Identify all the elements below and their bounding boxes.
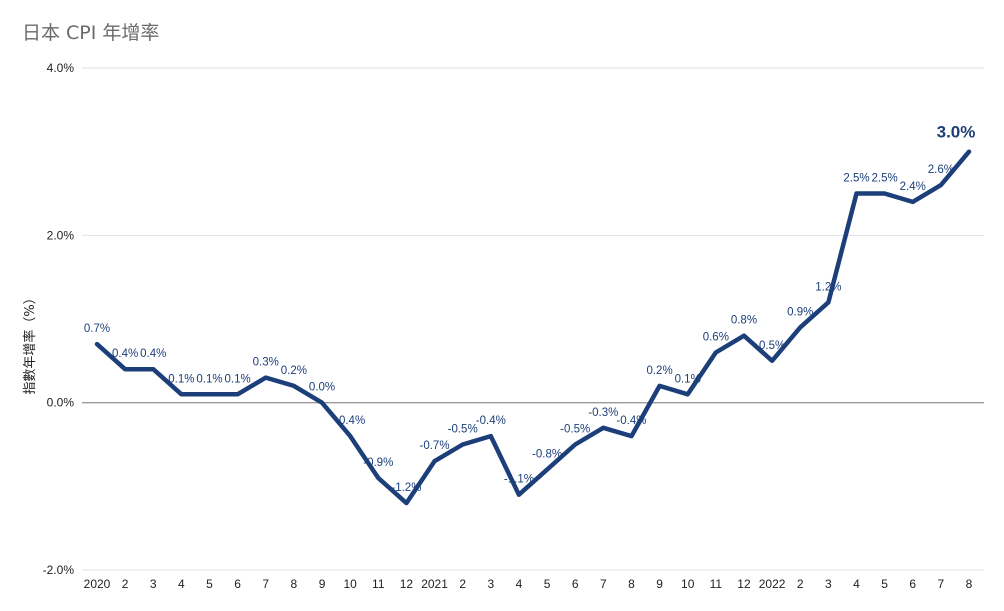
- x-tick-label: 2020: [84, 577, 111, 591]
- x-tick-label: 11: [372, 577, 385, 591]
- x-tick-label: 2: [797, 577, 804, 591]
- data-label: 0.1%: [168, 373, 194, 385]
- data-label: 0.1%: [196, 373, 222, 385]
- x-tick-label: 2022: [759, 577, 786, 591]
- x-tick-label: 11: [710, 577, 723, 591]
- data-label: 0.7%: [84, 323, 110, 335]
- y-tick-label: 0.0%: [47, 396, 75, 410]
- data-label: 0.6%: [703, 331, 729, 343]
- data-labels: 0.7%0.4% 0.4%0.1% 0.1% 0.1%0.3%0.2%0.0%-0.4…: [84, 123, 976, 494]
- x-tick-label: 6: [909, 577, 916, 591]
- data-label: -0.4%: [476, 415, 506, 427]
- x-tick-label: 2: [459, 577, 466, 591]
- x-tick-label: 3: [487, 577, 494, 591]
- chart-title: 日本 CPI 年增率: [22, 22, 160, 44]
- x-tick-label: 5: [881, 577, 888, 591]
- x-tick-label: 3: [825, 577, 832, 591]
- x-tick-label: 3: [150, 577, 157, 591]
- y-axis-label: 指數年增率（%）: [22, 291, 38, 394]
- data-label: -0.4%: [335, 415, 365, 427]
- x-tick-label: 2021: [421, 577, 448, 591]
- data-label: -0.7%: [420, 440, 450, 452]
- x-tick-label: 4: [853, 577, 860, 591]
- data-label: 2.6%: [928, 164, 954, 176]
- x-tick-label: 8: [628, 577, 635, 591]
- data-label: -0.5%: [448, 424, 478, 436]
- data-label: 0.9%: [787, 306, 813, 318]
- x-tick-label: 5: [206, 577, 213, 591]
- data-label: -1.1%: [504, 474, 534, 486]
- data-label: -0.3%: [588, 407, 618, 419]
- data-label: 0.2%: [281, 365, 307, 377]
- x-tick-label: 10: [343, 577, 357, 591]
- x-tick-label: 7: [938, 577, 945, 591]
- x-tick-label: 12: [400, 577, 414, 591]
- x-tick-label: 4: [178, 577, 185, 591]
- data-label: -0.8%: [532, 449, 562, 461]
- data-label: -0.9%: [363, 457, 393, 469]
- data-label: 2.4%: [900, 181, 926, 193]
- data-label: -0.4%: [616, 415, 646, 427]
- data-label: 0.4%: [112, 348, 138, 360]
- data-label: -0.5%: [560, 424, 590, 436]
- data-label: 0.2%: [646, 365, 672, 377]
- x-tick-label: 2: [122, 577, 129, 591]
- x-tick-label: 8: [966, 577, 973, 591]
- gridlines: [82, 67, 984, 571]
- y-tick-label: -2.0%: [43, 563, 75, 577]
- x-tick-label: 7: [600, 577, 607, 591]
- data-label: 2.5%: [843, 173, 869, 185]
- data-label: -1.2%: [391, 482, 421, 494]
- y-tick-label: 4.0%: [47, 61, 75, 75]
- data-label: 0.5%: [759, 340, 785, 352]
- data-label: 0.4%: [140, 348, 166, 360]
- cpi-series-line: [94, 149, 972, 506]
- data-label: 0.1%: [225, 373, 251, 385]
- x-tick-label: 9: [319, 577, 326, 591]
- x-axis-ticks: 2020 2 3 4 5 6 7 8 9 10 11 12 2021 2 3 4 5 6 7 8 9 10 11 12 2022…: [84, 577, 973, 591]
- x-tick-label: 12: [737, 577, 751, 591]
- data-label: 1.2%: [815, 281, 841, 293]
- data-label: 2.5%: [872, 173, 898, 185]
- data-label: 0.3%: [253, 357, 279, 369]
- data-label: 0.0%: [309, 382, 335, 394]
- x-tick-label: 7: [262, 577, 269, 591]
- y-axis-ticks: 4.0% 2.0% 0.0% -2.0%: [43, 61, 75, 577]
- x-tick-label: 8: [291, 577, 298, 591]
- data-label: 0.1%: [675, 373, 701, 385]
- x-tick-label: 5: [544, 577, 551, 591]
- data-label: 0.8%: [731, 315, 757, 327]
- x-tick-label: 6: [234, 577, 241, 591]
- data-label: 3.0%: [937, 123, 976, 142]
- x-tick-label: 9: [656, 577, 663, 591]
- x-tick-label: 10: [681, 577, 695, 591]
- y-tick-label: 2.0%: [47, 228, 75, 242]
- x-tick-label: 6: [572, 577, 579, 591]
- x-tick-label: 4: [516, 577, 523, 591]
